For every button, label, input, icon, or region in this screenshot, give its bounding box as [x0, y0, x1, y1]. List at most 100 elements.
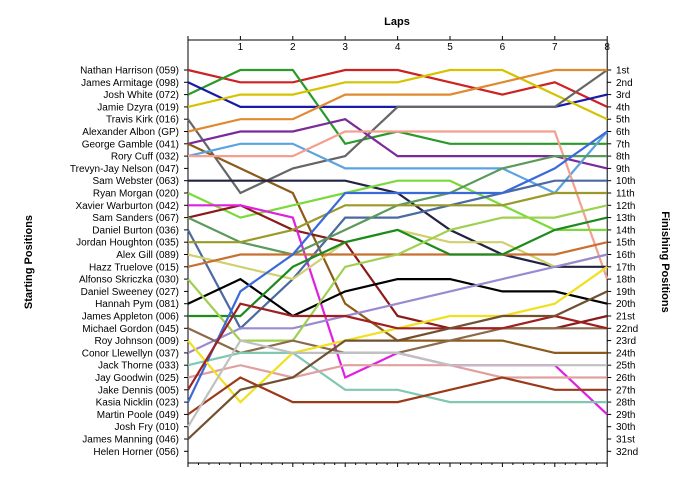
- x-tick-label: 6: [500, 42, 506, 53]
- starting-position-label: Josh Fry (010): [115, 422, 179, 433]
- starting-position-label: Hazz Truelove (015): [89, 262, 179, 273]
- starting-position-label: Hannah Pym (081): [95, 299, 179, 310]
- finishing-position-label: 20th: [616, 299, 635, 310]
- starting-position-label: Xavier Warburton (042): [75, 201, 179, 212]
- series-line-29: [187, 376, 608, 416]
- starting-position-label: Alfonso Skriczka (030): [79, 275, 179, 286]
- finishing-position-label: 14th: [616, 225, 635, 236]
- starting-position-label: Kasia Nicklin (023): [96, 398, 179, 409]
- starting-position-label: Ryan Morgan (020): [93, 189, 179, 200]
- series-lines: [187, 68, 609, 440]
- starting-position-label: Josh White (072): [103, 90, 179, 101]
- x-tick-label: 7: [552, 42, 558, 53]
- tick-labels: 1 2 3 4 5 6 7 8 Nathan Harrison (059)James Armit…: [70, 42, 638, 458]
- starting-position-label: Jay Goodwin (025): [95, 373, 179, 384]
- series-line-30: [187, 339, 608, 428]
- finishing-position-label: 9th: [616, 164, 630, 175]
- starting-position-label: Trevyn-Jay Nelson (047): [70, 164, 179, 175]
- starting-position-label: Nathan Harrison (059): [80, 66, 179, 77]
- finishing-position-label: 6th: [616, 127, 630, 138]
- finishing-position-label: 17th: [616, 262, 635, 273]
- starting-position-label: Rory Cuff (032): [111, 152, 179, 163]
- starting-position-label: Martin Poole (049): [97, 410, 179, 421]
- finishing-position-label: 8th: [616, 152, 630, 163]
- series-line-8: [187, 142, 608, 354]
- series-line-7: [187, 118, 608, 170]
- finishing-position-label: 13th: [616, 213, 635, 224]
- x-tick-label: 5: [447, 42, 453, 53]
- y-axis-label-left: Starting Positions: [23, 215, 35, 309]
- starting-position-label: James Armitage (098): [81, 78, 179, 89]
- starting-position-label: Daniel Sweeney (027): [81, 287, 179, 298]
- finishing-position-label: 22nd: [616, 324, 638, 335]
- finishing-position-label: 4th: [616, 102, 630, 113]
- series-line-25: [187, 351, 608, 404]
- starting-position-label: Helen Horner (056): [93, 447, 179, 458]
- x-tick-label: 8: [604, 42, 610, 53]
- starting-position-label: James Appleton (006): [82, 312, 179, 323]
- starting-position-label: Michael Gordon (045): [82, 324, 179, 335]
- finishing-position-label: 26th: [616, 373, 635, 384]
- x-tick-label: 1: [238, 42, 244, 53]
- starting-position-label: Travis Kirk (016): [106, 115, 179, 126]
- axes: [184, 36, 612, 467]
- finishing-position-label: 23rd: [616, 336, 636, 347]
- series-line-27: [187, 130, 608, 403]
- starting-position-label: Alexander Albon (GP): [82, 127, 179, 138]
- finishing-position-label: 29th: [616, 410, 635, 421]
- starting-position-label: Daniel Burton (036): [92, 225, 179, 236]
- series-line-21: [188, 216, 608, 318]
- starting-position-label: Conor Llewellyn (037): [82, 348, 179, 359]
- starting-position-label: Jamie Dzyra (019): [97, 102, 179, 113]
- starting-position-label: Alex Gill (089): [116, 250, 179, 261]
- finishing-position-label: 12th: [616, 201, 635, 212]
- finishing-position-label: 2nd: [616, 78, 633, 89]
- x-tick-label: 2: [290, 42, 296, 53]
- finishing-position-label: 5th: [616, 115, 630, 126]
- finishing-position-label: 21st: [616, 312, 635, 323]
- finishing-position-label: 31st: [616, 435, 635, 446]
- finishing-position-label: 3rd: [616, 90, 630, 101]
- finishing-position-label: 28th: [616, 398, 635, 409]
- series-line-10: [188, 130, 609, 280]
- series-line-26: [187, 364, 608, 379]
- chart-title: Laps: [384, 16, 410, 28]
- starting-position-label: James Manning (046): [82, 435, 179, 446]
- finishing-position-label: 16th: [616, 250, 635, 261]
- finishing-position-label: 15th: [616, 238, 635, 249]
- series-line-20: [187, 277, 608, 318]
- finishing-position-label: 10th: [616, 176, 635, 187]
- series-line-15: [187, 179, 608, 331]
- series-line-23: [187, 204, 608, 342]
- series-line-17: [188, 191, 608, 244]
- series-line-1: [187, 68, 608, 108]
- y-axis-label-right: Finishing Positions: [659, 211, 671, 312]
- finishing-position-label: 19th: [616, 287, 635, 298]
- starting-position-label: Jordan Houghton (035): [76, 238, 179, 249]
- finishing-position-label: 30th: [616, 422, 635, 433]
- finishing-position-label: 11th: [616, 189, 635, 200]
- starting-position-label: Jack Thorne (033): [98, 361, 179, 372]
- finishing-position-label: 25th: [616, 361, 635, 372]
- x-tick-label: 4: [395, 42, 401, 53]
- starting-position-label: George Gamble (041): [82, 139, 179, 150]
- finishing-position-label: 1st: [616, 66, 630, 77]
- starting-position-label: Roy Johnson (009): [95, 336, 180, 347]
- series-line-4: [187, 68, 608, 121]
- series-line-22: [187, 253, 608, 354]
- series-line-5: [187, 69, 608, 195]
- finishing-position-label: 27th: [616, 385, 635, 396]
- finishing-position-label: 24th: [616, 348, 635, 359]
- finishing-position-label: 18th: [616, 275, 635, 286]
- finishing-position-label: 32nd: [616, 447, 638, 458]
- series-line-6: [187, 68, 608, 133]
- series-line-13: [187, 204, 608, 330]
- finishing-position-label: 7th: [616, 139, 630, 150]
- starting-position-label: Sam Webster (063): [92, 176, 179, 187]
- starting-position-label: Sam Sanders (067): [92, 213, 179, 224]
- series-line-31: [187, 302, 608, 391]
- starting-position-label: Jake Dennis (005): [98, 385, 179, 396]
- series-line-32: [187, 290, 608, 440]
